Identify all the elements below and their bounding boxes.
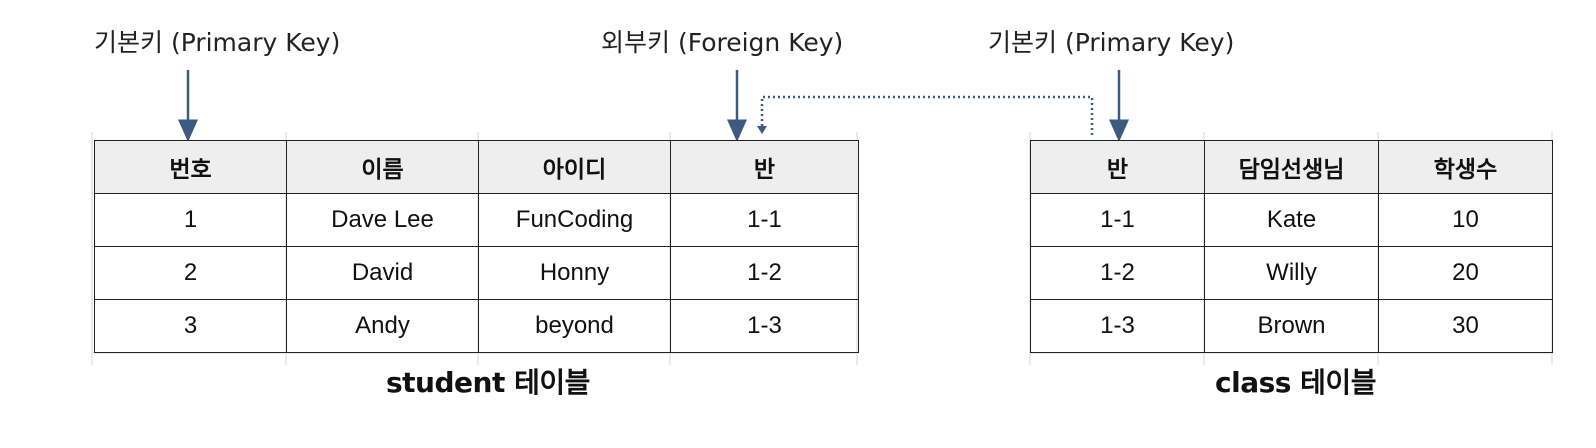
student-cell: 1-3	[670, 299, 859, 353]
class-header-row: 반 담임선생님 학생수	[1030, 140, 1553, 194]
class-table-row: 1-2 Willy 20	[1030, 246, 1553, 300]
student-table-row: 1 Dave Lee FunCoding 1-1	[94, 193, 859, 247]
student-cell: 1	[94, 193, 287, 247]
class-table-row: 1-1 Kate 10	[1030, 193, 1553, 247]
class-primary-key-label: 기본키 (Primary Key)	[988, 28, 1235, 57]
student-cell: Andy	[286, 299, 479, 353]
student-cell: 3	[94, 299, 287, 353]
student-cell: David	[286, 246, 479, 300]
class-cell: Willy	[1204, 246, 1379, 300]
class-cell: 1-2	[1030, 246, 1205, 300]
student-header-cell: 아이디	[478, 140, 671, 194]
class-header-cell: 학생수	[1378, 140, 1553, 194]
class-cell: 1-3	[1030, 299, 1205, 353]
class-cell: 10	[1378, 193, 1553, 247]
class-cell: 20	[1378, 246, 1553, 300]
class-header-cell: 담임선생님	[1204, 140, 1379, 194]
student-cell: 2	[94, 246, 287, 300]
class-cell: 30	[1378, 299, 1553, 353]
class-cell: 1-1	[1030, 193, 1205, 247]
student-cell: beyond	[478, 299, 671, 353]
foreign-key-reference-arrowhead	[757, 126, 767, 134]
student-header-cell: 번호	[94, 140, 287, 194]
class-table-caption: class 테이블	[1215, 366, 1376, 399]
student-table: 번호 이름 아이디 반 1 Dave Lee FunCoding 1-1 2 D…	[94, 140, 859, 353]
foreign-key-reference-connector	[760, 95, 1094, 135]
student-table-row: 2 David Honny 1-2	[94, 246, 859, 300]
class-cell: Kate	[1204, 193, 1379, 247]
student-foreign-key-label: 외부키 (Foreign Key)	[601, 28, 844, 57]
student-header-cell: 이름	[286, 140, 479, 194]
student-header-row: 번호 이름 아이디 반	[94, 140, 859, 194]
student-table-caption: student 테이블	[386, 366, 590, 399]
class-cell: Brown	[1204, 299, 1379, 353]
student-cell: 1-2	[670, 246, 859, 300]
student-cell: Dave Lee	[286, 193, 479, 247]
student-cell: 1-1	[670, 193, 859, 247]
class-header-cell: 반	[1030, 140, 1205, 194]
student-header-cell: 반	[670, 140, 859, 194]
student-primary-key-label: 기본키 (Primary Key)	[94, 28, 341, 57]
class-table-row: 1-3 Brown 30	[1030, 299, 1553, 353]
student-cell: FunCoding	[478, 193, 671, 247]
class-table: 반 담임선생님 학생수 1-1 Kate 10 1-2 Willy 20 1-3…	[1030, 140, 1553, 353]
student-table-row: 3 Andy beyond 1-3	[94, 299, 859, 353]
student-cell: Honny	[478, 246, 671, 300]
